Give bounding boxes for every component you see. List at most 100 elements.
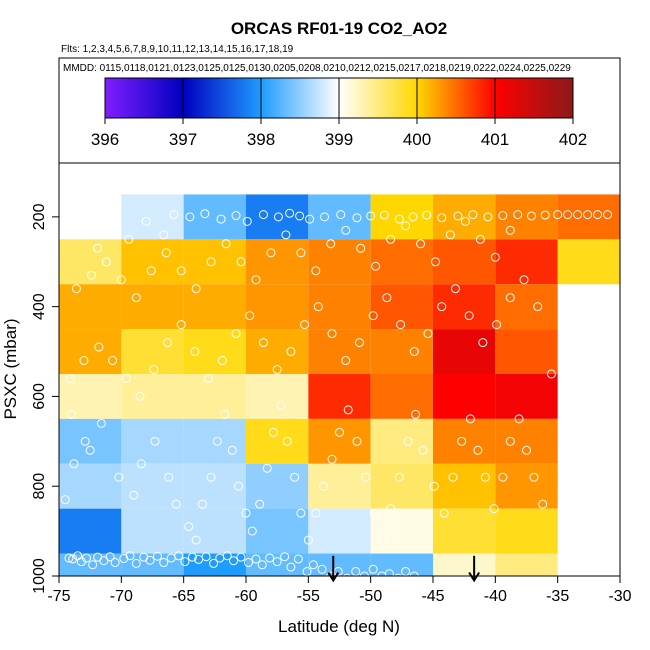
heatmap-cell — [183, 284, 246, 330]
heatmap-cell — [495, 329, 558, 374]
data-point — [394, 472, 404, 482]
heatmap-cell — [59, 239, 122, 285]
data-point — [492, 320, 502, 330]
heatmap-cell — [246, 284, 309, 330]
data-point — [217, 356, 227, 366]
data-point — [105, 552, 115, 562]
data-point — [161, 248, 171, 258]
data-point — [184, 522, 194, 532]
data-point — [79, 356, 89, 366]
heatmap-cell — [370, 284, 433, 330]
data-point — [540, 210, 550, 220]
data-point — [505, 436, 515, 446]
data-point — [190, 347, 200, 357]
flights-line: Flts: 1,2,3,4,5,6,7,8,9,10,11,12,13,14,1… — [61, 44, 294, 55]
data-point — [209, 558, 219, 568]
data-point — [453, 211, 463, 221]
data-point — [68, 554, 78, 564]
data-point — [423, 329, 433, 339]
data-point — [191, 284, 201, 294]
heatmap-cell — [495, 194, 558, 240]
data-point — [505, 293, 515, 303]
data-point — [526, 211, 536, 221]
data-point — [282, 436, 292, 446]
heatmap-cell — [495, 418, 558, 464]
x-axis: -75 -70 -65 -60 -55 -50 -45 -40 -35 -30 — [47, 576, 632, 605]
data-point — [229, 556, 239, 566]
data-point — [114, 472, 124, 482]
data-point — [204, 373, 214, 383]
colorbar-tick-label: 400 — [403, 130, 431, 149]
data-point — [437, 213, 447, 223]
data-point — [437, 302, 447, 312]
data-point — [335, 427, 344, 437]
data-point — [216, 214, 226, 224]
data-point — [457, 436, 467, 446]
x-axis-label: Latitude (deg N) — [278, 617, 400, 636]
heatmap-cell — [433, 463, 496, 509]
dates-line: MMDD: 0115,0118,0121,0123,0125,0125,0130… — [63, 63, 571, 74]
heatmap-cell — [308, 553, 371, 576]
data-point — [354, 338, 364, 348]
data-point — [369, 508, 379, 518]
data-point — [231, 329, 241, 339]
heatmap-cell — [308, 284, 371, 330]
data-point — [206, 472, 216, 482]
data-point — [93, 243, 103, 253]
data-point — [430, 257, 440, 267]
x-tick-label: -40 — [484, 588, 507, 605]
data-point — [149, 365, 159, 374]
heatmap-cell — [246, 373, 309, 419]
heatmap-cell — [370, 553, 433, 576]
data-point — [343, 405, 353, 415]
data-point — [146, 266, 156, 276]
heatmap-cell — [433, 373, 496, 419]
heatmap-cell — [370, 239, 433, 285]
data-point — [343, 573, 351, 576]
heatmap-cell — [433, 194, 496, 240]
data-point — [245, 311, 255, 321]
data-point — [64, 553, 74, 563]
heatmap-cell — [121, 329, 184, 374]
heatmap-cell — [183, 194, 246, 240]
data-point — [341, 356, 351, 366]
heatmap-cell — [121, 508, 184, 554]
data-point — [429, 481, 439, 491]
data-point — [265, 553, 275, 563]
heatmap-cell — [308, 373, 371, 419]
data-point — [212, 436, 222, 446]
data-point — [386, 234, 396, 244]
data-point — [247, 526, 257, 536]
data-point — [236, 552, 246, 562]
data-point — [281, 230, 291, 240]
x-tick-label: -70 — [110, 588, 133, 605]
x-tick-label: -30 — [608, 588, 631, 605]
heatmap-cell — [246, 239, 309, 285]
heatmap-cell — [557, 194, 620, 240]
heatmap-cell — [308, 239, 371, 285]
data-point — [65, 373, 75, 383]
heatmap-cell — [308, 418, 371, 464]
data-point — [448, 472, 458, 482]
data-point — [110, 558, 120, 568]
data-point — [366, 211, 376, 221]
data-point — [159, 558, 169, 568]
heatmap-cell — [495, 239, 558, 285]
data-point — [313, 302, 323, 312]
data-point — [227, 445, 237, 455]
heatmap-cell — [183, 329, 246, 374]
data-point — [85, 445, 95, 455]
heatmap-cell — [495, 553, 558, 576]
heatmap-cell — [370, 508, 433, 554]
data-point — [352, 213, 362, 223]
y-tick-label: 200 — [31, 203, 48, 230]
data-point — [71, 284, 81, 294]
data-point — [377, 571, 387, 576]
heatmap-cell — [308, 194, 371, 240]
heatmap-cell — [495, 508, 558, 554]
data-point — [121, 373, 131, 383]
heatmap-cell — [246, 463, 309, 509]
data-point — [231, 211, 241, 221]
data-point — [60, 495, 70, 505]
data-point — [573, 210, 583, 220]
